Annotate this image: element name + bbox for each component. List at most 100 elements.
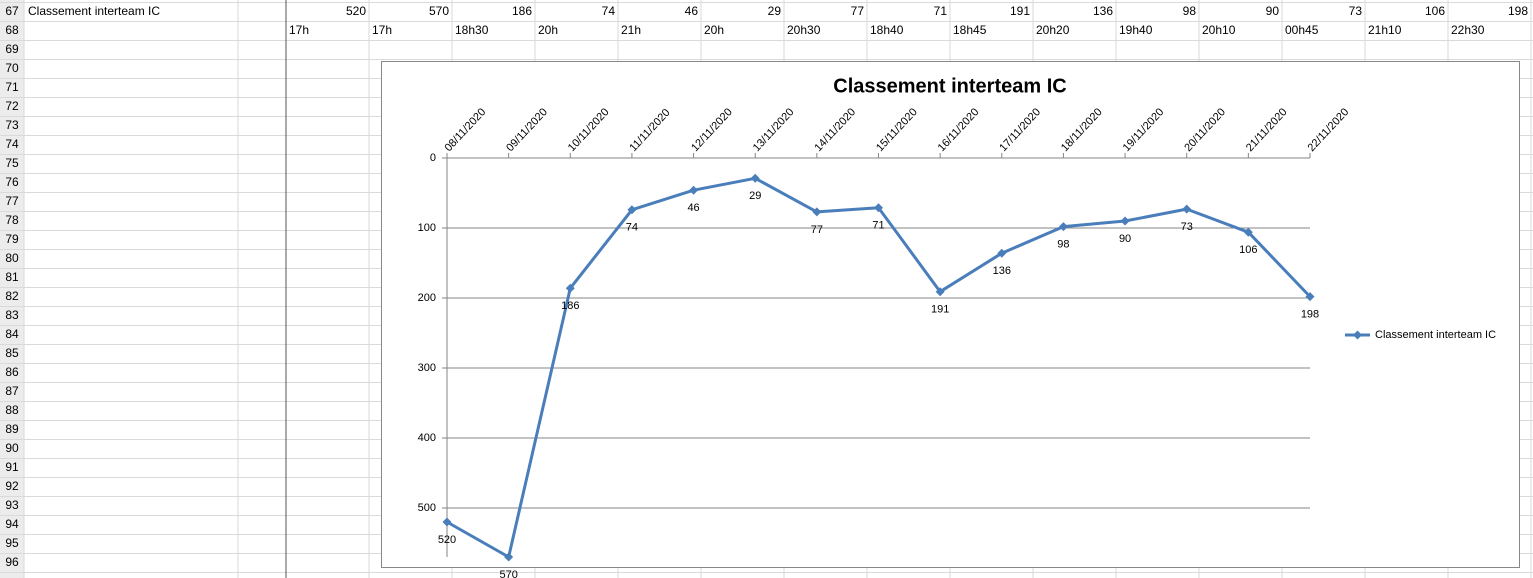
row-number: 91 bbox=[5, 460, 19, 474]
cell-value: 71 bbox=[934, 4, 948, 18]
row-number: 80 bbox=[5, 251, 19, 265]
row-number: 93 bbox=[5, 498, 19, 512]
data-point bbox=[750, 173, 760, 183]
row-number: 82 bbox=[5, 289, 19, 303]
data-label: 98 bbox=[1057, 239, 1069, 251]
cell-time: 17h bbox=[372, 23, 392, 37]
row-number: 71 bbox=[5, 80, 19, 94]
data-label: 73 bbox=[1181, 221, 1193, 233]
cell-time: 18h30 bbox=[455, 23, 489, 37]
row-number: 76 bbox=[5, 175, 19, 189]
data-point bbox=[1305, 292, 1315, 302]
cell-time: 19h40 bbox=[1119, 23, 1153, 37]
data-label: 46 bbox=[687, 202, 699, 214]
chart-title: Classement interteam IC bbox=[833, 75, 1066, 97]
cell-value: 520 bbox=[346, 4, 366, 18]
data-label: 198 bbox=[1301, 309, 1319, 321]
row-number: 73 bbox=[5, 118, 19, 132]
row-number: 74 bbox=[5, 137, 19, 151]
cell-time: 21h10 bbox=[1368, 23, 1402, 37]
row-number: 83 bbox=[5, 308, 19, 322]
cell-value: 186 bbox=[512, 4, 532, 18]
data-point bbox=[997, 248, 1007, 258]
cell-time: 18h40 bbox=[870, 23, 904, 37]
cell-time: 20h20 bbox=[1036, 23, 1070, 37]
data-point bbox=[1120, 216, 1130, 226]
cell-time: 22h30 bbox=[1451, 23, 1485, 37]
data-point bbox=[504, 552, 514, 562]
row-number: 85 bbox=[5, 346, 19, 360]
cell-value: 136 bbox=[1093, 4, 1113, 18]
row-number: 95 bbox=[5, 536, 19, 550]
data-label: 106 bbox=[1239, 244, 1257, 256]
data-label: 77 bbox=[811, 224, 823, 236]
row-number: 84 bbox=[5, 327, 19, 341]
data-label: 71 bbox=[872, 220, 884, 232]
row-number: 86 bbox=[5, 365, 19, 379]
y-tick-label: 200 bbox=[418, 292, 436, 304]
y-tick-label: 0 bbox=[430, 152, 436, 164]
cell-time: 20h bbox=[538, 23, 558, 37]
row-number: 90 bbox=[5, 441, 19, 455]
cell-value: 73 bbox=[1349, 4, 1363, 18]
data-point bbox=[627, 205, 637, 215]
data-label: 136 bbox=[993, 265, 1011, 277]
row-number: 72 bbox=[5, 99, 19, 113]
cell-time: 20h bbox=[704, 23, 724, 37]
cell-value: 106 bbox=[1425, 4, 1445, 18]
row-number: 77 bbox=[5, 194, 19, 208]
y-tick-label: 300 bbox=[418, 362, 436, 374]
cell-value: 198 bbox=[1508, 4, 1528, 18]
data-label: 191 bbox=[931, 304, 949, 316]
chart-area bbox=[381, 61, 1520, 568]
data-label: 570 bbox=[499, 569, 517, 578]
row-number: 68 bbox=[5, 23, 19, 37]
data-point bbox=[1243, 227, 1253, 237]
data-label: 74 bbox=[626, 222, 638, 234]
cell-value: 74 bbox=[602, 4, 616, 18]
data-point bbox=[935, 287, 945, 297]
y-tick-label: 100 bbox=[418, 222, 436, 234]
cell-time: 21h bbox=[621, 23, 641, 37]
row-number: 89 bbox=[5, 422, 19, 436]
row-number: 75 bbox=[5, 156, 19, 170]
y-tick-label: 500 bbox=[418, 502, 436, 514]
data-label: 186 bbox=[561, 300, 579, 312]
row-number: 94 bbox=[5, 517, 19, 531]
row-number: 78 bbox=[5, 213, 19, 227]
cell-value: 98 bbox=[1183, 4, 1197, 18]
cell-time: 18h45 bbox=[953, 23, 987, 37]
cell-value: 90 bbox=[1266, 4, 1280, 18]
data-label: 520 bbox=[438, 534, 456, 546]
cell-value: 77 bbox=[851, 4, 865, 18]
cell-time: 20h10 bbox=[1202, 23, 1236, 37]
row-number: 70 bbox=[5, 61, 19, 75]
y-tick-label: 400 bbox=[418, 432, 436, 444]
cell-time: 00h45 bbox=[1285, 23, 1319, 37]
legend-marker bbox=[1353, 330, 1362, 340]
row-number: 79 bbox=[5, 232, 19, 246]
data-label: 29 bbox=[749, 190, 761, 202]
row-number: 88 bbox=[5, 403, 19, 417]
data-point bbox=[1058, 222, 1068, 232]
cell-time: 20h30 bbox=[787, 23, 821, 37]
row-number: 87 bbox=[5, 384, 19, 398]
row-number: 96 bbox=[5, 555, 19, 569]
data-point bbox=[1182, 204, 1192, 214]
cell-value: 570 bbox=[429, 4, 449, 18]
chart: Classement interteam IC01002003004005000… bbox=[381, 61, 1520, 578]
data-point bbox=[565, 283, 575, 293]
row-number: 81 bbox=[5, 270, 19, 284]
cell-value: 29 bbox=[768, 4, 782, 18]
cell-time: 17h bbox=[289, 23, 309, 37]
data-point bbox=[874, 203, 883, 213]
row-number: 92 bbox=[5, 479, 19, 493]
data-label: 90 bbox=[1119, 233, 1131, 245]
data-point bbox=[812, 207, 822, 217]
cell-value: 191 bbox=[1010, 4, 1030, 18]
legend-label: Classement interteam IC bbox=[1375, 329, 1496, 341]
row-number: 67 bbox=[5, 4, 19, 18]
data-point bbox=[689, 185, 699, 195]
